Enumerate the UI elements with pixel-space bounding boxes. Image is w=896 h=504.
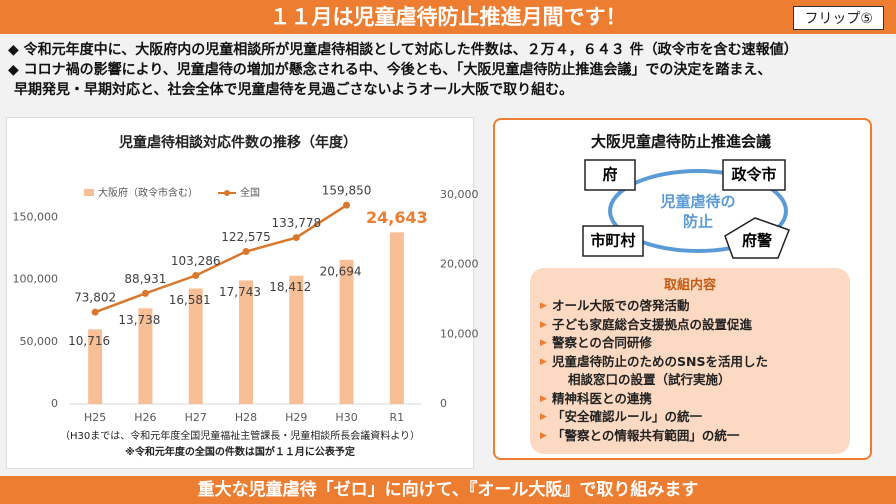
node-label: 府	[602, 166, 617, 184]
legend-swatch	[84, 189, 94, 196]
point	[242, 248, 250, 256]
tick-label: 10,000	[440, 327, 479, 340]
x-tick-label: H26	[134, 411, 156, 424]
legend-swatch	[224, 190, 230, 196]
center-label: 児童虐待の	[659, 193, 735, 211]
node-box	[584, 159, 636, 191]
measure-item: 精神科医との連携 ▶	[530, 390, 850, 409]
x-tick-label: H27	[185, 411, 207, 424]
bar	[389, 232, 404, 404]
bar-value-label: 17,743	[219, 285, 261, 299]
line-value-label: 88,931	[124, 272, 166, 286]
point	[91, 308, 99, 316]
bullet-marker: ▶	[540, 430, 547, 441]
chart-note: ※令和元年度の全国の件数は国が１１月に公表予定	[125, 445, 355, 458]
node-box	[582, 225, 644, 257]
measure-item: 相談窓口の設置（試行実施）	[568, 372, 731, 387]
bar	[289, 275, 304, 404]
line-value-label: 133,778	[271, 216, 321, 230]
bullet-marker: ▶	[540, 393, 547, 404]
chart-title: 児童虐待相談対応件数の推移（年度）	[118, 134, 357, 151]
bar-value-label: 13,738	[118, 313, 160, 327]
measure-item: 「警察との情報共有範囲」の統一 ▶	[530, 427, 850, 446]
tick-label: 0	[440, 397, 447, 410]
tick-label: 30,000	[440, 188, 479, 201]
bar-value-label: 16,581	[169, 293, 211, 307]
measures-title: 取組内容	[663, 278, 716, 293]
council-title: 大阪児童虐待防止推進会議	[591, 133, 771, 151]
node-box	[722, 159, 786, 191]
line	[94, 204, 348, 314]
cycle	[608, 169, 788, 253]
bar-value-label: 20,694	[320, 264, 362, 278]
line-value-label: 73,802	[74, 291, 116, 305]
bar	[239, 280, 253, 404]
measure-item: 児童虐待防止のためのSNSを活用した ▶	[530, 353, 850, 372]
chart: 児童虐待相談対応件数の推移（年度） 0 50,000 100,000 150,000 0 1…	[13, 134, 479, 458]
bullet-line: 早期発見・早期対応と、社会全体で児童虐待を見過ごさないようオール大阪で取り組む。	[14, 82, 574, 98]
bar	[339, 259, 354, 404]
x-tick-label: H29	[285, 411, 307, 424]
x-tick-label: H28	[235, 411, 257, 424]
bullet-marker: ▶	[540, 412, 547, 422]
node-label: 府警	[742, 232, 772, 250]
x-tick-label: H25	[84, 411, 106, 424]
x-tick-label: R1	[390, 411, 405, 424]
tick-label: 20,000	[440, 258, 479, 271]
tick-label: 0	[51, 397, 58, 410]
header-title: １１月は児童虐待防止推進月間です！	[0, 0, 896, 34]
bullet-marker: ▶	[540, 319, 547, 330]
bar	[188, 288, 203, 404]
flip-label: フリップ⑤	[793, 6, 884, 30]
tick-label: 150,000	[13, 210, 59, 223]
node-label: 市町村	[590, 232, 635, 250]
line-value-label: 103,286	[171, 254, 221, 268]
point	[141, 289, 149, 297]
bullet-marker: ▶	[540, 356, 547, 367]
center-label: 防止	[683, 213, 713, 231]
point	[292, 234, 300, 242]
bar-value-label: 24,643	[366, 208, 428, 227]
measure-item: 子ども家庭総合支援拠点の設置促進 ▶	[530, 316, 850, 335]
node-label: 政令市	[731, 166, 776, 184]
tick-label: 50,000	[20, 335, 59, 348]
node-box	[724, 217, 790, 259]
chart-note: （H30までは、令和元年度全国児童福祉主管課長・児童相談所長会議資料より）	[60, 429, 420, 442]
x-tick-label: H30	[335, 411, 357, 424]
measure-item: 警察との合同研修 ▶	[530, 334, 850, 353]
measure-item: オール大阪での啓発活動 ▶	[530, 297, 850, 316]
bullets: ◆ 令和元年度中に、大阪府内の児童相談所が児童虐待相談として対応した件数は、２万…	[8, 40, 892, 100]
line-value-label: 122,575	[221, 230, 271, 244]
measure-item: 「安全確認ルール」の統一 ▶	[530, 408, 850, 427]
point	[192, 272, 200, 280]
footer: 重大な児童虐待「ゼロ」に向けて、『オール大阪』で取り組みます	[0, 476, 896, 504]
bullet-marker: ▶	[540, 338, 547, 348]
bullet-marker: ▶	[540, 301, 547, 311]
line-value-label: 159,850	[322, 184, 372, 198]
measures-box: 取組内容オール大阪での啓発活動 ▶ 子ども家庭総合支援拠点の設置促進 ▶ 警察との合同研…	[530, 268, 850, 454]
bar-value-label: 10,716	[68, 334, 110, 348]
point	[343, 201, 351, 209]
bar	[88, 329, 103, 404]
bullet-line: ◆ コロナ禍の影響により、児童虐待の増加が懸念される中、今後とも、「大阪児童虐待…	[8, 62, 772, 78]
legend-label: 全国	[240, 186, 260, 199]
bar-value-label: 18,412	[269, 280, 311, 294]
tick-label: 100,000	[13, 273, 59, 286]
bar	[138, 308, 153, 404]
legend-label: 大阪府（政令市含む）	[98, 186, 198, 199]
bullet-line: ◆ 令和元年度中に、大阪府内の児童相談所が児童虐待相談として対応した件数は、２万…	[8, 42, 798, 58]
council-diagram: 大阪児童虐待防止推進会議 府 政令市 市町村 府警 児童虐待の 防止	[582, 133, 790, 259]
